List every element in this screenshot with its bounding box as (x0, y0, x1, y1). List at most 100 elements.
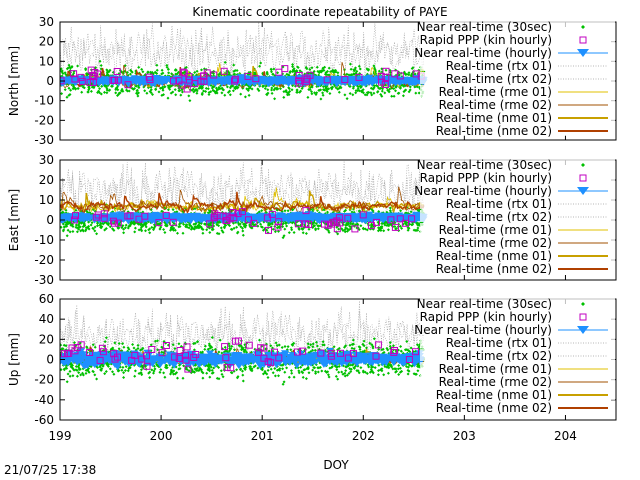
series-rapid-ppp-point (382, 67, 390, 75)
series-rapid-ppp-point (70, 70, 78, 78)
series-rapid-ppp-point (221, 343, 229, 351)
series-rapid-ppp-point (86, 349, 94, 356)
series-rapid-ppp-point (183, 343, 191, 351)
legend-label: Real-time (rtx 01) (446, 197, 552, 211)
series-rapid-ppp-point (275, 354, 283, 362)
y-axis-label: North [mm] (7, 46, 21, 116)
y-tick-label: 10 (39, 193, 54, 207)
series-rapid-ppp-point (295, 77, 303, 85)
series-rapid-ppp-point (96, 356, 104, 364)
y-tick-label: -60 (34, 413, 54, 427)
legend-label: Rapid PPP (kin hourly) (420, 33, 552, 47)
legend-label: Near real-time (30sec) (417, 158, 552, 172)
series-rapid-ppp-point (190, 353, 198, 361)
series-rapid-ppp-point (408, 215, 416, 223)
series-rapid-ppp-point (244, 72, 252, 80)
series-rapid-ppp-point (302, 78, 310, 86)
legend-bg (420, 171, 615, 183)
legend-bg (420, 310, 615, 322)
legend-bg (420, 349, 615, 361)
legend-bg (420, 46, 615, 58)
series-rapid-ppp-point (387, 216, 395, 224)
series-rapid-ppp-point (114, 76, 122, 84)
series-rapid-ppp-point (206, 220, 214, 228)
legend-label: Real-time (rtx 01) (446, 59, 552, 73)
legend-bg (420, 401, 615, 413)
y-tick-label: 30 (39, 15, 54, 29)
series-rapid-ppp-point (341, 76, 349, 84)
series-rapid-ppp-point (124, 81, 132, 89)
series-rapid-ppp-point (223, 363, 231, 371)
series-rapid-ppp-point (263, 214, 271, 222)
series-rapid-ppp-point (231, 77, 238, 85)
series-rapid-ppp-point (100, 214, 108, 222)
legend-bg (420, 59, 615, 71)
legend-bg (420, 72, 615, 84)
legend-label: Real-time (rme 02) (439, 98, 552, 112)
x-tick-label: 201 (251, 429, 274, 443)
plot-area (60, 160, 428, 240)
series-rapid-ppp-point (146, 76, 154, 84)
legend-marker (579, 36, 587, 44)
series-rapid-ppp-point (264, 358, 272, 366)
y-tick-label: 0 (46, 74, 54, 88)
timestamp: 21/07/25 17:38 (4, 463, 96, 477)
series-rapid-ppp-point (391, 70, 399, 78)
series-rapid-ppp-point (390, 348, 398, 356)
series-rapid-ppp-point (294, 348, 301, 356)
series-rapid-ppp-point (141, 212, 149, 220)
series-rapid-ppp-point (412, 70, 420, 78)
series-rapid-ppp-point (344, 354, 352, 362)
series-rapid-ppp-point (222, 213, 230, 221)
series-rapid-ppp-point (100, 210, 108, 218)
series-rapid-ppp-point (302, 207, 310, 215)
series-rapid-ppp-point (124, 212, 132, 220)
series-rapid-ppp-point (86, 78, 94, 86)
series-rapid-ppp-point (275, 68, 283, 76)
legend-label: Real-time (rme 01) (439, 223, 552, 237)
series-rapid-ppp-point (60, 350, 68, 358)
series-rapid-ppp-point (77, 73, 85, 81)
legend-bg (420, 85, 615, 97)
series-rapid-ppp-point (72, 212, 79, 220)
series-rapid-ppp-point (373, 218, 380, 226)
series-rapid-ppp-point (175, 77, 183, 85)
series-rapid-ppp-point (234, 337, 242, 345)
legend-marker (577, 49, 589, 57)
panel-1: -30 -20 -10 0 10 20 30 East [mm] Near real-time … (7, 153, 617, 287)
series-rapid-ppp-point (143, 362, 151, 370)
y-tick-label: 40 (39, 312, 54, 326)
legend-label: Near real-time (hourly) (414, 46, 552, 60)
x-tick-label: 202 (352, 429, 375, 443)
series-rapid-ppp-point (184, 365, 192, 373)
series-rapid-ppp-point (260, 344, 268, 352)
series-rapid-ppp-point (211, 213, 219, 221)
series-rapid-ppp-point (227, 364, 235, 372)
series-rapid-ppp-point (374, 341, 382, 349)
series-rapid-ppp-point (281, 65, 289, 73)
series-rapid-ppp-point (131, 351, 139, 359)
series-rapid-ppp-point (220, 67, 228, 75)
series-rapid-ppp-point (295, 79, 303, 87)
series-rapid-ppp-point (170, 77, 177, 85)
legend: Near real-time (30sec)Rapid PPP (kin hou… (414, 297, 615, 415)
legend-label: Real-time (nme 01) (436, 388, 552, 402)
legend: Near real-time (30sec)Rapid PPP (kin hou… (414, 158, 615, 276)
series-rapid-ppp-point (377, 72, 385, 80)
legend-bg (420, 210, 615, 222)
legend-label: Real-time (rtx 02) (446, 210, 552, 224)
series-rapid-ppp-point (321, 220, 328, 228)
y-tick-label: 10 (39, 54, 54, 68)
series-rapid-ppp-point (405, 356, 413, 363)
series-rapid-ppp-point (229, 209, 237, 216)
legend-label: Real-time (nme 02) (436, 124, 552, 138)
x-tick-label: 203 (453, 429, 476, 443)
legend-bg (420, 111, 615, 123)
series-rapid-ppp-point (401, 219, 409, 227)
x-tick-label: 199 (49, 429, 72, 443)
legend-label: Real-time (rtx 01) (446, 336, 552, 350)
legend-label: Near real-time (30sec) (417, 20, 552, 34)
legend-bg (420, 362, 615, 374)
series-rapid-ppp-point (145, 73, 153, 81)
